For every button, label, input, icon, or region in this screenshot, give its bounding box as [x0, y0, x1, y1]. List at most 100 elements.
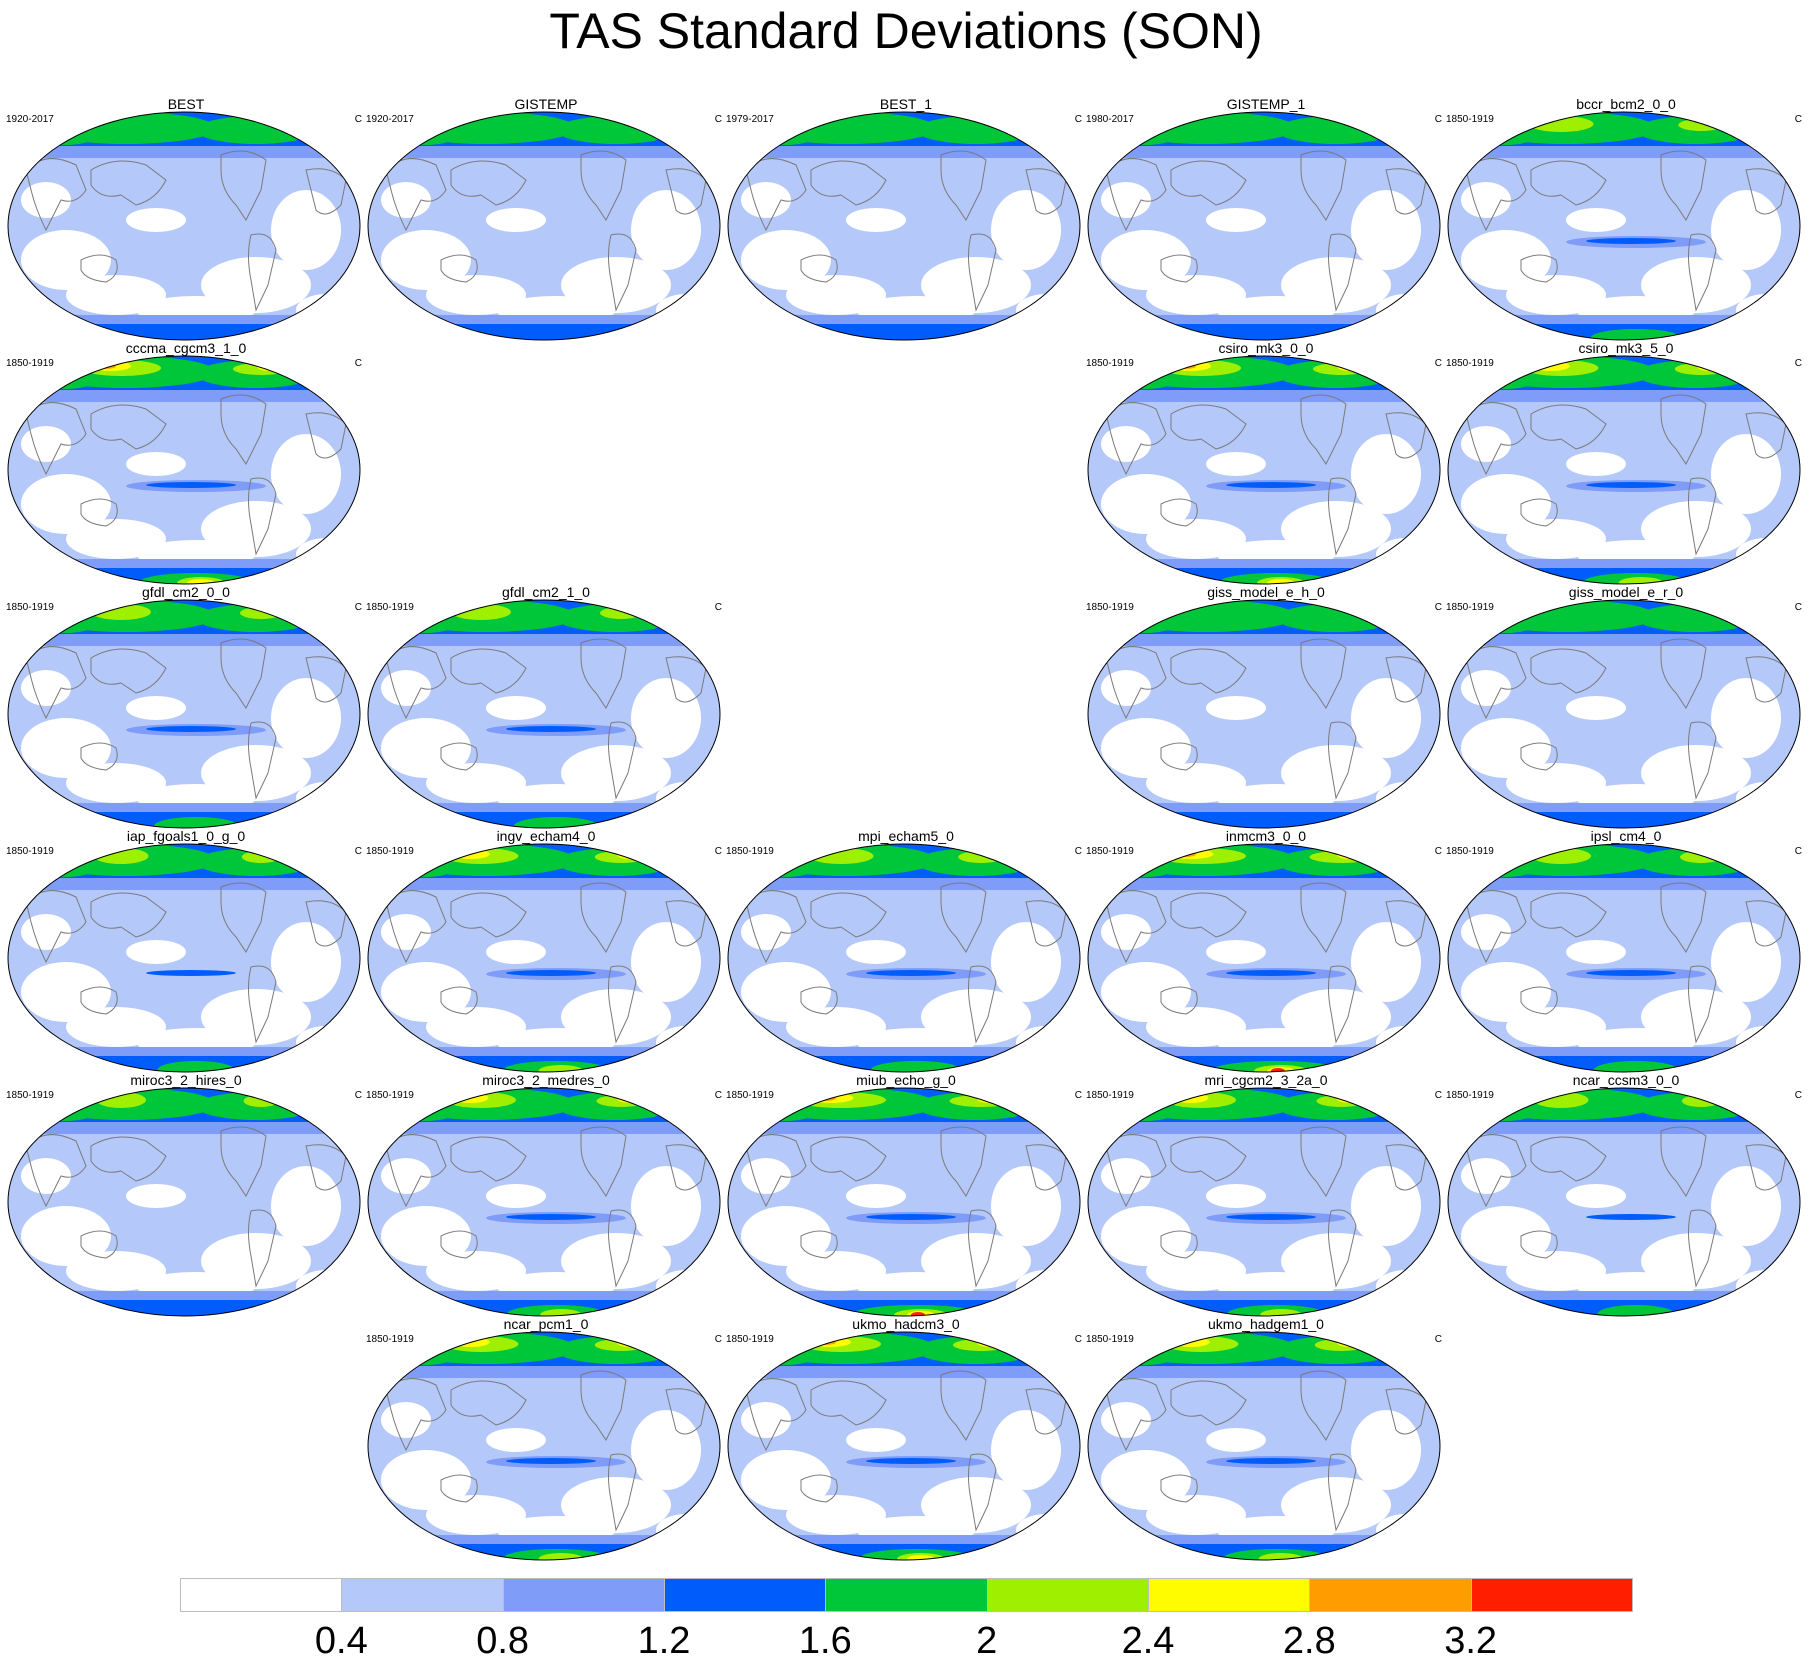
std-dev-field	[728, 1332, 1080, 1560]
panel-years: 1850-1919	[366, 1090, 414, 1101]
panel-units: C	[1074, 1090, 1082, 1101]
std-dev-field	[1088, 1332, 1440, 1560]
panel-years: 1850-1919	[726, 1090, 774, 1101]
panel-units: C	[1434, 114, 1442, 125]
panel-title: ukmo_hadcm3_0	[852, 1316, 960, 1332]
panel-years: 1850-1919	[6, 602, 54, 613]
panel-units: C	[1794, 602, 1802, 613]
std-dev-field	[1088, 844, 1440, 1072]
map-plot	[1447, 1087, 1801, 1317]
map-panel: GISTEMP 1920-2017 C	[366, 96, 726, 341]
map-plot	[1447, 843, 1801, 1073]
map-plot	[1087, 1087, 1441, 1317]
map-panel: csiro_mk3_0_0 1850-1919 C	[1086, 340, 1446, 585]
std-dev-field	[728, 844, 1080, 1072]
panel-title: ipsl_cm4_0	[1590, 828, 1662, 844]
map-plot	[1087, 355, 1441, 585]
panel-years: 1850-1919	[1446, 1090, 1494, 1101]
map-panel: BEST 1920-2017 C	[6, 96, 366, 341]
panel-units: C	[714, 846, 722, 857]
panel-title: giss_model_e_r_0	[1568, 584, 1684, 600]
panel-years: 1850-1919	[1446, 114, 1494, 125]
panel-years: 1850-1919	[726, 1334, 774, 1345]
std-dev-field	[368, 600, 720, 828]
map-plot	[367, 1087, 721, 1317]
map-plot	[367, 1331, 721, 1561]
map-plot	[1087, 599, 1441, 829]
panel-units: C	[354, 358, 362, 369]
panel-title: csiro_mk3_5_0	[1578, 340, 1674, 356]
panel-title: mpi_echam5_0	[858, 828, 954, 844]
panel-years: 1850-1919	[1446, 602, 1494, 613]
colorbar-tick-label: 2.8	[1282, 1620, 1336, 1662]
panel-title: ncar_pcm1_0	[503, 1316, 589, 1332]
panel-units: C	[1794, 846, 1802, 857]
std-dev-field	[1088, 112, 1440, 340]
map-plot	[727, 1331, 1081, 1561]
panel-years: 1850-1919	[366, 602, 414, 613]
panel-units: C	[1434, 846, 1442, 857]
std-dev-field	[8, 600, 360, 828]
colorbar-tick-label: 2.4	[1121, 1620, 1175, 1662]
map-plot	[7, 599, 361, 829]
panel-title: BEST_1	[879, 96, 933, 112]
panel-units: C	[1074, 114, 1082, 125]
panel-units: C	[1434, 1334, 1442, 1345]
panel-years: 1920-2017	[6, 114, 54, 125]
map-panel: iap_fgoals1_0_g_0 1850-1919 C	[6, 828, 366, 1073]
colorbar-box	[1470, 1578, 1633, 1612]
panel-units: C	[1074, 846, 1082, 857]
panel-units: C	[1434, 1090, 1442, 1101]
panel-title: ingv_echam4_0	[496, 828, 596, 844]
map-plot	[367, 599, 721, 829]
panel-title: ncar_ccsm3_0_0	[1572, 1072, 1680, 1088]
panel-title: gfdl_cm2_0_0	[142, 584, 230, 600]
map-plot	[1087, 843, 1441, 1073]
map-plot	[1447, 355, 1801, 585]
map-panel: bccr_bcm2_0_0 1850-1919 C	[1446, 96, 1806, 341]
map-panel: csiro_mk3_5_0 1850-1919 C	[1446, 340, 1806, 585]
map-plot	[1447, 599, 1801, 829]
panel-title: mri_cgcm2_3_2a_0	[1204, 1072, 1328, 1088]
map-plot	[7, 1087, 361, 1317]
std-dev-field	[1088, 1088, 1440, 1316]
colorbar-tick-label: 1.6	[798, 1620, 852, 1662]
std-dev-field	[368, 844, 720, 1072]
map-plot	[367, 111, 721, 341]
map-panel: mpi_echam5_0 1850-1919 C	[726, 828, 1086, 1073]
std-dev-field	[1088, 600, 1440, 828]
panel-title: ukmo_hadgem1_0	[1208, 1316, 1324, 1332]
panel-units: C	[354, 1090, 362, 1101]
panel-title: GISTEMP	[514, 96, 578, 112]
panel-title: bccr_bcm2_0_0	[1576, 96, 1676, 112]
map-panel: inmcm3_0_0 1850-1919 C	[1086, 828, 1446, 1073]
panel-units: C	[714, 1334, 722, 1345]
colorbar-box	[1309, 1578, 1472, 1612]
panel-title: BEST	[167, 96, 205, 112]
panel-years: 1850-1919	[1086, 602, 1134, 613]
colorbar-box	[341, 1578, 504, 1612]
map-plot	[7, 111, 361, 341]
colorbar-box	[986, 1578, 1149, 1612]
std-dev-field	[8, 112, 360, 340]
map-panel: mri_cgcm2_3_2a_0 1850-1919 C	[1086, 1072, 1446, 1317]
panel-title: GISTEMP_1	[1226, 96, 1306, 112]
map-panel: giss_model_e_h_0 1850-1919 C	[1086, 584, 1446, 829]
std-dev-field	[1448, 356, 1800, 584]
map-plot	[727, 111, 1081, 341]
panel-units: C	[1794, 1090, 1802, 1101]
std-dev-field	[728, 112, 1080, 340]
panel-units: C	[714, 1090, 722, 1101]
map-panel: ncar_pcm1_0 1850-1919 C	[366, 1316, 726, 1561]
panel-units: C	[714, 602, 722, 613]
panel-years: 1979-2017	[726, 114, 774, 125]
map-panel: miroc3_2_hires_0 1850-1919 C	[6, 1072, 366, 1317]
panel-units: C	[1794, 114, 1802, 125]
map-panel: ipsl_cm4_0 1850-1919 C	[1446, 828, 1806, 1073]
map-panel: BEST_1 1979-2017 C	[726, 96, 1086, 341]
panel-years: 1850-1919	[6, 846, 54, 857]
figure-title: TAS Standard Deviations (SON)	[549, 3, 1263, 59]
panel-title: gfdl_cm2_1_0	[502, 584, 590, 600]
map-panel: ncar_ccsm3_0_0 1850-1919 C	[1446, 1072, 1806, 1317]
